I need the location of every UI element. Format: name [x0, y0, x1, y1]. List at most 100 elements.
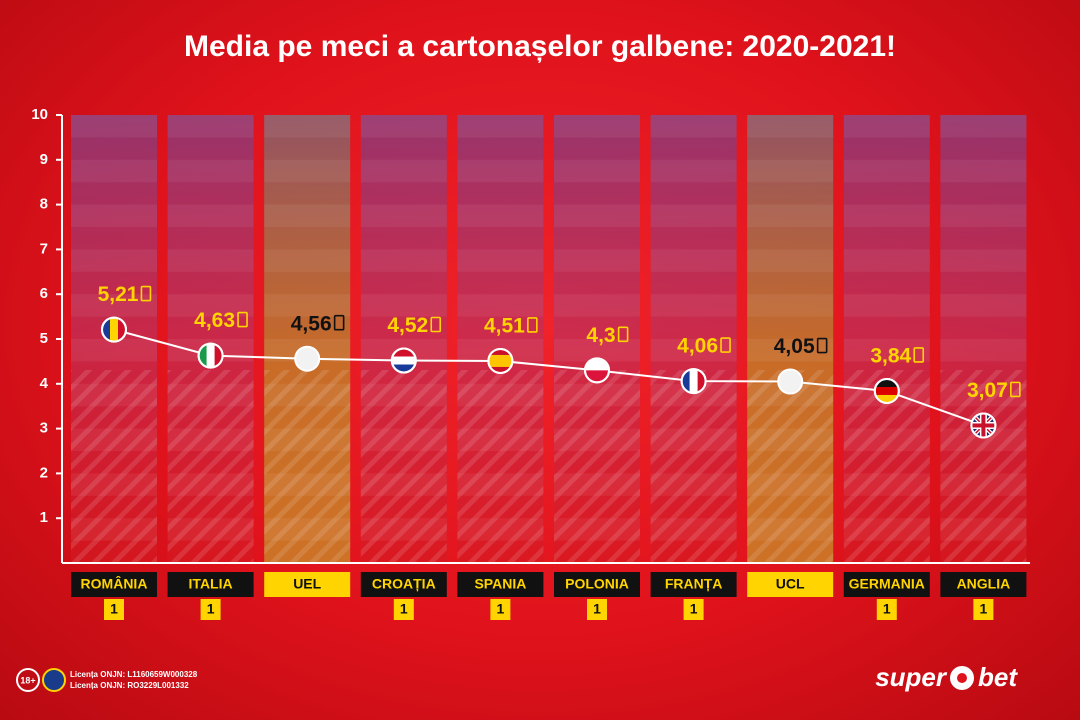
x-tick-label: UEL [293, 576, 321, 592]
y-tick-label: 1 [40, 509, 48, 526]
category-box [747, 572, 834, 597]
x-tick-label: CROAȚIA [372, 576, 436, 592]
flag-part [875, 379, 898, 388]
x-tick-label: ANGLIA [957, 576, 1011, 592]
card-icon [430, 316, 442, 333]
badge-box [587, 599, 607, 620]
age-label: 18+ [20, 675, 35, 685]
flag-part [489, 360, 512, 368]
badge-box [104, 599, 124, 620]
flag-part [118, 318, 125, 341]
y-tick-label: 10 [31, 106, 48, 123]
point [873, 377, 900, 404]
y-tick-label: 2 [40, 464, 48, 481]
flag-part [586, 370, 608, 382]
value-label: 3,84 [870, 345, 911, 368]
logo-text: super [875, 662, 948, 692]
y-tick-label: 8 [40, 196, 48, 213]
flag [489, 349, 512, 372]
chart-title: Media pe meci a cartonașelor galbene: 20… [184, 30, 896, 63]
flag-part [110, 318, 119, 341]
card-icon [720, 337, 731, 353]
flag-part [981, 414, 986, 437]
badge: 1 [497, 601, 505, 617]
y-tick-label: 9 [40, 151, 48, 168]
logo-text: bet [978, 662, 1018, 692]
flag-part [489, 354, 512, 362]
y-tick-label: 3 [40, 420, 48, 437]
flag [586, 359, 608, 382]
card-icon [527, 317, 538, 333]
badge: 1 [690, 601, 698, 617]
card-icon [913, 347, 925, 363]
point [777, 368, 804, 395]
column-hatch [747, 370, 834, 563]
x-tick-label: FRANȚA [665, 576, 723, 592]
badge-box [876, 599, 897, 620]
age-icon [16, 668, 40, 692]
flag-part [875, 386, 898, 396]
flag-part [199, 344, 207, 367]
point-ring [680, 368, 707, 395]
point-ring [197, 342, 224, 369]
category-box [650, 572, 737, 597]
card-icon [1010, 381, 1021, 398]
x-tick-label: SPANIA [474, 576, 526, 592]
card-icon [333, 314, 345, 331]
point [197, 342, 224, 369]
flag-part [103, 318, 111, 341]
license: Licența ONJN: RO3229L001332 [70, 681, 189, 690]
license: Licența ONJN: L1160659W000328 [70, 670, 198, 679]
y-tick-label: 7 [40, 240, 48, 257]
flag-part [392, 349, 415, 357]
column-hatch [457, 370, 544, 563]
point-marker [294, 345, 321, 372]
value-label: 4,3 [586, 324, 615, 347]
y-tick-label: 4 [40, 375, 49, 392]
column-hatch [71, 370, 157, 563]
badge-box [490, 599, 511, 620]
badge: 1 [593, 601, 601, 617]
flag-part [586, 359, 608, 371]
category-box [843, 572, 930, 597]
flag-part [489, 349, 512, 356]
card-icon [816, 337, 828, 354]
value-label: 3,07 [967, 379, 1008, 402]
point [970, 412, 997, 439]
onjn-icon [42, 668, 66, 692]
column-hatch [650, 370, 737, 563]
point [390, 347, 417, 374]
column-hatch [167, 370, 254, 563]
badge: 1 [110, 601, 118, 617]
value-label: 4,06 [677, 335, 718, 358]
column-hatch [264, 370, 351, 563]
column-hatch [554, 370, 640, 563]
value-label: 4,52 [387, 314, 428, 337]
x-tick-label: GERMANIA [849, 576, 925, 592]
column-hatch [940, 370, 1027, 563]
value-label: 4,05 [774, 335, 815, 358]
y-tick-label: 5 [40, 330, 48, 347]
flag-part [392, 356, 415, 365]
point [584, 357, 610, 384]
footer: 18+ Licența ONJN: L1160659W000328 Licenț… [16, 662, 1018, 692]
x-tick-label: UCL [776, 576, 805, 592]
point-ring [873, 377, 900, 404]
x-tick-label: POLONIA [565, 576, 629, 592]
flag-part [689, 370, 698, 393]
line [113, 328, 984, 427]
flag-part [875, 394, 898, 402]
value-label: 4,51 [484, 314, 525, 337]
x-tick-label: ITALIA [189, 576, 233, 592]
flag-part [697, 370, 705, 393]
category-box [554, 572, 640, 597]
x-tick-label: ROMÂNIA [81, 575, 148, 592]
badge-box [683, 599, 704, 620]
point-marker [777, 368, 804, 395]
flag-part [214, 344, 222, 367]
logo-ball-detail [957, 673, 967, 683]
badge-box [973, 599, 994, 620]
point [680, 368, 707, 395]
point-ring [487, 347, 514, 374]
